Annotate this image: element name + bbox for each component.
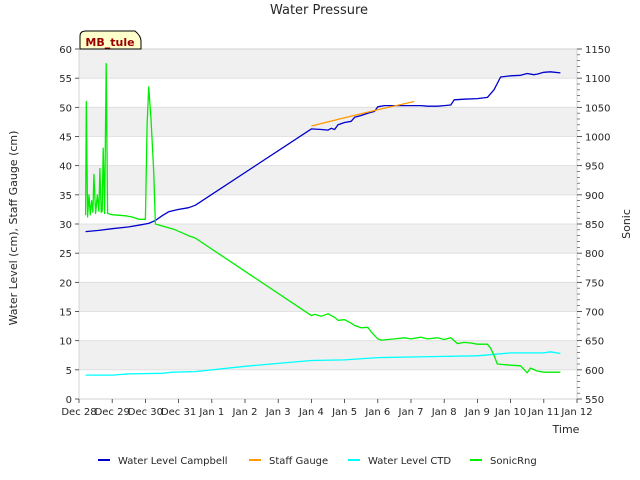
grid-band [79,340,577,370]
y-left-tick-label: 50 [59,103,72,114]
legend-label: Staff Gauge [269,456,328,467]
site-badge: MB_tule [79,30,142,50]
y-right-tick-label: 1150 [585,45,610,56]
legend-label: SonicRng [490,456,537,467]
x-tick-label: Jan 10 [494,407,526,418]
y-right-tick-label: 850 [585,220,604,231]
x-tick-label: Jan 4 [298,407,324,418]
x-tick-label: Jan 3 [265,407,291,418]
x-axis-label: Time [552,423,580,436]
y-right-tick-label: 650 [585,337,604,348]
y-axis-right: 550 600 650 700 750 800 850 900 950 1000 1050 1100 1… [577,45,610,406]
x-tick-label: Dec 29 [95,407,130,418]
x-tick-label: Jan 2 [232,407,258,418]
grid-band [79,49,577,79]
series-line-water-level-ctd [85,351,561,376]
series-line-sonicrng [84,62,561,374]
x-tick-label: Jan 11 [527,407,559,418]
x-tick-label: Jan 8 [431,407,457,418]
legend-label: Water Level CTD [368,456,451,467]
series-line-staff-gauge [311,100,415,127]
y-left-tick-label: 25 [59,249,72,260]
y-right-tick-label: 950 [585,162,604,173]
y-axis-left: 0 5 10 15 20 25 30 35 40 45 50 55 60 [59,45,79,406]
y-right-tick-label: 600 [585,366,604,377]
series-line-water-level-campbell [85,71,561,233]
y-left-tick-label: 35 [59,191,72,202]
grid-band [79,165,577,195]
y-left-tick-label: 15 [59,308,72,319]
y-left-tick-label: 10 [59,337,72,348]
y-right-tick-label: 800 [585,249,604,260]
x-tick-label: Dec 31 [161,407,196,418]
grid-band [79,224,577,254]
grid-band [79,282,577,312]
y-right-tick-label: 900 [585,191,604,202]
y-left-tick-label: 5 [66,366,72,377]
y-right-tick-label: 750 [585,278,604,289]
x-tick-label: Jan 6 [364,407,390,418]
x-tick-label: Dec 28 [61,407,96,418]
y-left-tick-label: 60 [59,45,72,56]
x-tick-label: Jan 12 [560,407,592,418]
y-left-tick-label: 20 [59,278,72,289]
y-right-tick-label: 700 [585,308,604,319]
y-left-tick-label: 30 [59,220,72,231]
legend-label: Water Level Campbell [118,456,228,467]
y-right-tick-label: 1100 [585,74,610,85]
site-badge-label: MB_tule [85,36,134,49]
y-left-tick-label: 40 [59,162,72,173]
y-left-tick-label: 55 [59,74,72,85]
y-left-tick-label: 0 [66,395,72,406]
y-axis-left-label: Water Level (cm), Staff Gauge (cm) [7,131,20,326]
x-tick-label: Jan 7 [398,407,424,418]
y-axis-right-label: Sonic [620,209,633,239]
y-right-tick-label: 1050 [585,103,610,114]
x-tick-label: Jan 5 [331,407,357,418]
grid-bands [79,48,577,400]
y-right-tick-label: 1000 [585,133,610,144]
x-tick-label: Jan 9 [464,407,490,418]
y-right-tick-label: 550 [585,395,604,406]
x-tick-label: Jan 1 [198,407,224,418]
y-left-tick-label: 45 [59,133,72,144]
x-tick-label: Dec 30 [128,407,163,418]
series-lines [84,62,561,376]
chart-title: Water Pressure [270,3,368,18]
legend: Water Level Campbell Staff Gauge Water Lev… [98,456,537,467]
